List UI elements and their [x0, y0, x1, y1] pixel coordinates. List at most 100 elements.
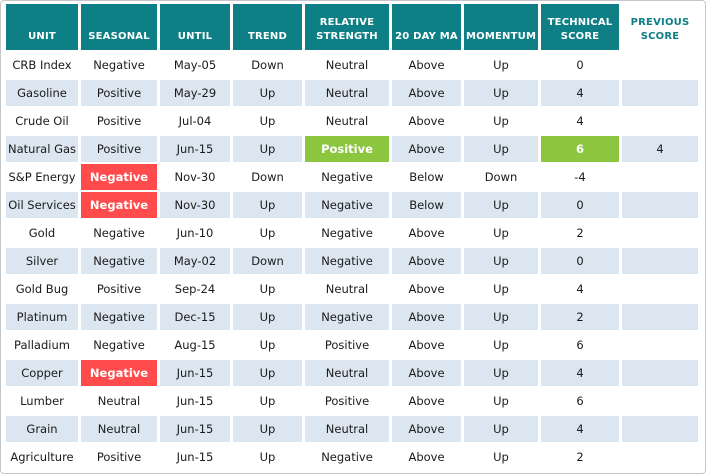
cell-technical-score: 4 [541, 80, 619, 106]
cell-previous-score [622, 108, 698, 134]
cell-trend: Up [233, 416, 302, 442]
cell-unit: Copper [6, 360, 78, 386]
cell-technical-score: 2 [541, 220, 619, 246]
cell-unit: Crude Oil [6, 108, 78, 134]
table-row: Silver Negative May-02 Down Negative Above Up 0 [6, 248, 698, 274]
cell-relative-strength: Negative [305, 248, 389, 274]
cell-momentum: Up [464, 360, 538, 386]
cell-momentum: Up [464, 304, 538, 330]
cell-relative-strength: Negative [305, 164, 389, 190]
cell-technical-score: 6 [541, 332, 619, 358]
table-row: Gasoline Positive May-29 Up Neutral Above Up 4 [6, 80, 698, 106]
table-row: Oil Services Negative Nov-30 Up Negative Belo… [6, 192, 698, 218]
cell-unit: CRB Index [6, 52, 78, 78]
cell-20-day-ma: Above [392, 444, 461, 470]
cell-relative-strength: Negative [305, 304, 389, 330]
cell-trend: Up [233, 192, 302, 218]
cell-previous-score [622, 248, 698, 274]
table-row: Copper Negative Jun-15 Up Neutral Above Up 4 [6, 360, 698, 386]
column-header-previous-score: PREVIOUS SCORE [622, 4, 698, 50]
cell-trend: Down [233, 248, 302, 274]
cell-previous-score [622, 276, 698, 302]
cell-20-day-ma: Above [392, 416, 461, 442]
cell-seasonal: Positive [81, 276, 157, 302]
table-row: Grain Neutral Jun-15 Up Neutral Above Up 4 [6, 416, 698, 442]
cell-seasonal: Positive [81, 136, 157, 162]
column-header-technical-score: TECHNICAL SCORE [541, 4, 619, 50]
cell-20-day-ma: Above [392, 108, 461, 134]
cell-seasonal: Positive [81, 80, 157, 106]
cell-seasonal: Positive [81, 108, 157, 134]
cell-previous-score: 4 [622, 136, 698, 162]
table-row: S&P Energy Negative Nov-30 Down Negative Belo… [6, 164, 698, 190]
cell-seasonal: Negative [81, 332, 157, 358]
cell-previous-score [622, 388, 698, 414]
cell-relative-strength: Negative [305, 444, 389, 470]
cell-technical-score: -4 [541, 164, 619, 190]
cell-relative-strength: Neutral [305, 276, 389, 302]
cell-unit: Gasoline [6, 80, 78, 106]
table-row: Natural Gas Positive Jun-15 Up Positive Above… [6, 136, 698, 162]
cell-technical-score: 4 [541, 360, 619, 386]
cell-momentum: Up [464, 136, 538, 162]
cell-momentum: Up [464, 108, 538, 134]
table-body: CRB Index Negative May-05 Down Neutral Above U… [6, 52, 698, 470]
cell-technical-score: 6 [541, 388, 619, 414]
cell-20-day-ma: Above [392, 136, 461, 162]
cell-until: Nov-30 [160, 164, 230, 190]
column-header-trend: TREND [233, 4, 302, 50]
table-row: Crude Oil Positive Jul-04 Up Neutral Above Up 4 [6, 108, 698, 134]
table-row: Lumber Neutral Jun-15 Up Positive Above Up 6 [6, 388, 698, 414]
cell-previous-score [622, 164, 698, 190]
cell-seasonal: Negative [81, 164, 157, 190]
cell-until: Jun-15 [160, 360, 230, 386]
cell-until: Dec-15 [160, 304, 230, 330]
cell-20-day-ma: Above [392, 304, 461, 330]
cell-relative-strength: Neutral [305, 360, 389, 386]
cell-trend: Up [233, 108, 302, 134]
cell-trend: Down [233, 52, 302, 78]
cell-relative-strength: Neutral [305, 80, 389, 106]
cell-20-day-ma: Below [392, 164, 461, 190]
cell-momentum: Up [464, 80, 538, 106]
cell-seasonal: Negative [81, 304, 157, 330]
cell-seasonal: Neutral [81, 416, 157, 442]
cell-trend: Up [233, 136, 302, 162]
cell-until: Jun-15 [160, 444, 230, 470]
cell-relative-strength: Neutral [305, 52, 389, 78]
table-row: CRB Index Negative May-05 Down Neutral Above U… [6, 52, 698, 78]
cell-previous-score [622, 80, 698, 106]
cell-trend: Up [233, 304, 302, 330]
cell-trend: Up [233, 80, 302, 106]
cell-relative-strength: Neutral [305, 108, 389, 134]
column-header-momentum: MOMENTUM [464, 4, 538, 50]
cell-technical-score: 4 [541, 276, 619, 302]
cell-previous-score [622, 52, 698, 78]
cell-momentum: Up [464, 276, 538, 302]
cell-20-day-ma: Above [392, 276, 461, 302]
table-row: Agriculture Positive Jun-15 Up Negative Above… [6, 444, 698, 470]
column-header-seasonal: SEASONAL [81, 4, 157, 50]
cell-unit: Lumber [6, 388, 78, 414]
cell-relative-strength: Positive [305, 388, 389, 414]
table-row: Platinum Negative Dec-15 Up Negative Above Up 2 [6, 304, 698, 330]
cell-until: Jun-15 [160, 136, 230, 162]
cell-momentum: Up [464, 388, 538, 414]
technical-score-table: UNIT SEASONAL UNTIL TREND RELATIVE STREN… [3, 2, 701, 472]
cell-seasonal: Negative [81, 52, 157, 78]
column-header-until: UNTIL [160, 4, 230, 50]
cell-relative-strength: Neutral [305, 416, 389, 442]
cell-previous-score [622, 332, 698, 358]
table-header: UNIT SEASONAL UNTIL TREND RELATIVE STREN… [6, 4, 698, 50]
cell-until: May-05 [160, 52, 230, 78]
cell-momentum: Up [464, 332, 538, 358]
table-row: Palladium Negative Aug-15 Up Positive Above Up… [6, 332, 698, 358]
cell-until: Sep-24 [160, 276, 230, 302]
table-row: Gold Bug Positive Sep-24 Up Neutral Above Up 4 [6, 276, 698, 302]
cell-previous-score [622, 360, 698, 386]
cell-20-day-ma: Below [392, 192, 461, 218]
cell-seasonal: Neutral [81, 388, 157, 414]
cell-trend: Up [233, 220, 302, 246]
cell-unit: Gold [6, 220, 78, 246]
